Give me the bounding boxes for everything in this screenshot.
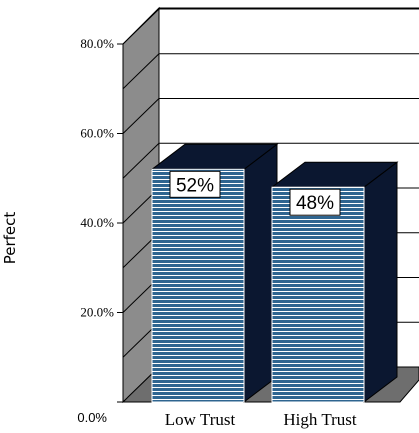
y-tick-label: 20.0% [80,305,114,320]
bars: 52% 48% [150,143,399,404]
category-label: Low Trust [165,410,236,429]
y-tick-labels: 0.0% 20.0% 40.0% 60.0% 80.0% [77,36,123,425]
y-axis-label: Perfect [1,212,19,265]
data-label-box [169,170,221,198]
y-tick-label: 0.0% [77,410,107,425]
wall-gridline [122,53,160,90]
bar-side [363,161,398,404]
wall-gridline [122,98,160,134]
data-label: 48% [296,193,334,214]
data-label: 52% [176,175,214,196]
bar [271,186,365,403]
y-tick-label: 80.0% [80,36,114,51]
bar [151,168,245,403]
wall-gridline [122,8,160,45]
data-label-box [289,188,341,216]
wall-gridline [122,142,160,179]
y-tick-label: 40.0% [80,215,114,230]
category-label: High Trust [283,410,357,429]
y-tick-label: 60.0% [80,126,114,141]
category-labels: Low Trust High Trust [165,410,357,429]
